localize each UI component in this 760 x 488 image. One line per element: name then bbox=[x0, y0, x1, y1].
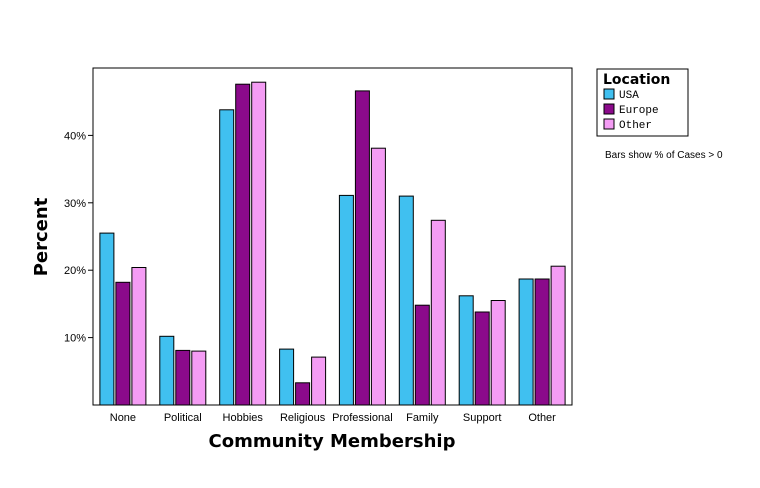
bar-hobbies-other bbox=[251, 81, 267, 406]
y-tick-label: 10% bbox=[64, 333, 86, 345]
x-tick-label: Support bbox=[463, 412, 502, 424]
y-tick-label: 30% bbox=[64, 198, 86, 210]
x-tick-label: Hobbies bbox=[223, 412, 264, 424]
bars-note: Bars show % of Cases > 0 bbox=[605, 150, 723, 161]
legend: Location USA Europe Other bbox=[596, 68, 689, 137]
legend-label-other: Other bbox=[619, 120, 652, 132]
bar-family-europe bbox=[414, 304, 430, 406]
x-tick-label: Family bbox=[406, 412, 439, 424]
x-tick-label: Professional bbox=[332, 412, 393, 424]
x-tick-label: Political bbox=[164, 412, 202, 424]
x-tick-label: Religious bbox=[280, 412, 326, 424]
y-ticks: 10% 20% 30% 40% bbox=[64, 130, 93, 345]
bar-political-other bbox=[191, 350, 207, 406]
bar-other-usa bbox=[518, 278, 534, 406]
bar-none-usa bbox=[99, 232, 115, 406]
bar-religious-usa bbox=[279, 348, 295, 406]
y-tick-label: 40% bbox=[64, 130, 86, 142]
bar-support-other bbox=[490, 300, 506, 406]
y-axis-title: Percent bbox=[31, 197, 52, 276]
bar-family-usa bbox=[398, 195, 414, 406]
bar-other-other bbox=[550, 265, 566, 406]
y-tick-label: 20% bbox=[64, 265, 86, 277]
bar-religious-other bbox=[311, 356, 327, 406]
legend-items: USA Europe Other bbox=[603, 88, 659, 132]
bar-family-other bbox=[430, 219, 446, 406]
legend-label-usa: USA bbox=[619, 90, 639, 102]
x-axis-title: Community Membership bbox=[209, 431, 456, 452]
bar-political-europe bbox=[175, 349, 191, 406]
x-tick-label: None bbox=[110, 412, 136, 424]
bar-hobbies-usa bbox=[219, 109, 235, 406]
bar-hobbies-europe bbox=[235, 83, 251, 406]
legend-swatch-europe bbox=[603, 103, 615, 115]
x-tick-labels: None Political Hobbies Religious Professiona… bbox=[110, 412, 556, 424]
legend-swatch-usa bbox=[603, 88, 615, 100]
x-tick-label: Other bbox=[528, 412, 556, 424]
bar-support-usa bbox=[458, 295, 474, 406]
bar-other-europe bbox=[534, 278, 550, 406]
legend-title: Location bbox=[603, 72, 670, 88]
bar-religious-europe bbox=[295, 382, 311, 406]
bar-professional-other bbox=[370, 147, 386, 406]
bar-none-europe bbox=[115, 281, 131, 406]
legend-swatch-other bbox=[603, 118, 615, 130]
bar-political-usa bbox=[159, 335, 175, 406]
legend-label-europe: Europe bbox=[619, 105, 659, 117]
bar-none-other bbox=[131, 267, 147, 406]
bar-support-europe bbox=[474, 311, 490, 406]
bar-professional-usa bbox=[338, 194, 354, 406]
bars-group bbox=[99, 81, 566, 406]
bar-professional-europe bbox=[354, 90, 370, 406]
